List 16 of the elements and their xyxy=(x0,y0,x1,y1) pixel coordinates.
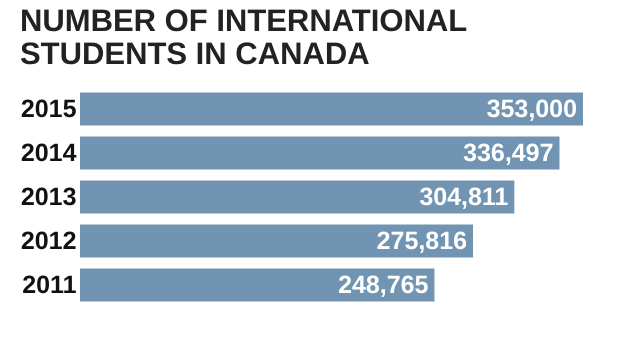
y-tick-label: 2015 xyxy=(20,95,77,123)
bar xyxy=(80,180,514,214)
data-label: 353,000 xyxy=(486,95,577,123)
bar xyxy=(80,224,474,258)
y-tick-label: 2011 xyxy=(22,271,77,299)
chart-title: NUMBER OF INTERNATIONAL STUDENTS IN CANADA xyxy=(20,3,468,71)
y-tick-label: 2012 xyxy=(20,227,76,255)
data-label: 248,765 xyxy=(338,271,429,299)
y-tick-label: 2013 xyxy=(20,183,76,211)
data-label: 275,816 xyxy=(376,227,468,255)
bar xyxy=(80,268,434,302)
data-label: 304,811 xyxy=(419,183,508,211)
bar xyxy=(80,136,560,170)
y-tick-label: 2014 xyxy=(20,139,77,167)
bar xyxy=(80,92,583,126)
data-label: 336,497 xyxy=(463,139,554,167)
